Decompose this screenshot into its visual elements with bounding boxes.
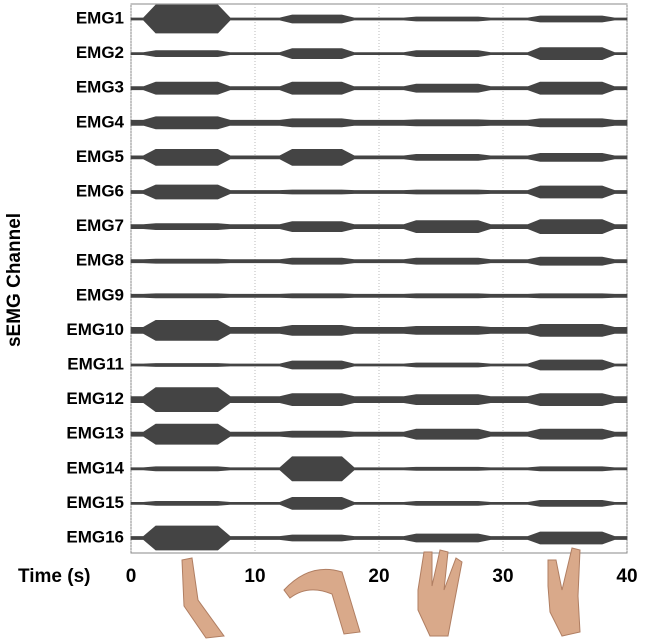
signal-envelope [130,359,628,371]
signal-envelope [130,525,628,551]
channel-label: EMG7 [76,216,124,235]
channel-label: EMG16 [66,527,124,546]
signal-envelope [130,184,628,200]
hand-three [417,549,463,637]
signal-envelope [130,4,628,34]
channel-label: EMG4 [76,112,125,131]
hand-two [547,547,581,637]
y-axis-label: sEMG Channel [4,213,25,347]
signal-envelope [130,387,628,412]
signal-envelope [130,456,628,482]
signal-envelope [130,423,628,445]
hand-curved [283,568,361,635]
channel-label: EMG14 [66,458,124,477]
channel-label: EMG11 [67,354,124,373]
x-axis-label: Time (s) [18,566,91,587]
channel-label: EMG9 [76,285,124,304]
channel-label: EMG13 [66,424,124,443]
x-tick-label: 30 [492,566,513,587]
plot-frame [130,3,628,554]
channel-label: EMG3 [76,78,124,97]
channel-label: EMG12 [66,389,124,408]
channel-label: EMG2 [76,43,124,62]
hand-image [181,547,581,639]
x-tick-label: 20 [368,566,389,587]
channel-label: EMG6 [76,181,124,200]
x-tick-label: 40 [616,566,637,587]
channel-label: EMG5 [76,147,124,166]
signal-envelope [130,149,628,166]
signal-envelope [130,320,628,341]
channel-label: EMG1 [76,8,124,27]
channel-label: EMG10 [66,320,124,339]
signal-envelope [130,81,628,95]
x-tick-label: 10 [244,566,265,587]
x-tick-label: 0 [126,566,137,587]
signal-envelope [130,256,628,266]
hand-flat [181,557,225,639]
signal-envelope [130,497,628,510]
signal-envelope [130,47,628,60]
channel-label: EMG8 [76,251,124,270]
channel-label: EMG15 [66,493,124,512]
signal-envelope [130,219,628,234]
signal-envelope [130,293,628,299]
signal-envelope [130,116,628,130]
